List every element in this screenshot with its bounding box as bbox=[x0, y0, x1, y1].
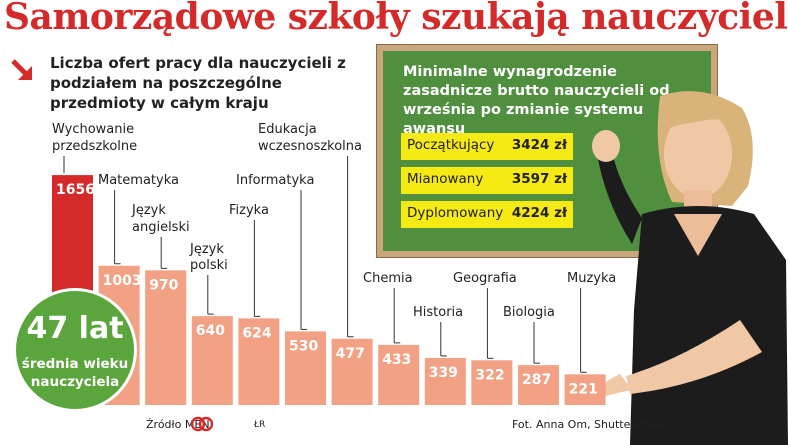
category-label: Matematyka bbox=[98, 173, 179, 188]
bar-value-label: 433 bbox=[382, 352, 411, 368]
category-label: Wychowanie bbox=[52, 122, 134, 137]
salary-value: 3597 zł bbox=[511, 171, 567, 187]
bar-value-label: 640 bbox=[196, 323, 225, 339]
bar-value-label: 624 bbox=[242, 325, 271, 341]
bar-value-label: 339 bbox=[429, 365, 458, 381]
salary-row: Mianowany 3597 zł bbox=[401, 167, 573, 194]
category-label: wczesnoszkolna bbox=[258, 139, 362, 154]
bar-value-label: 1003 bbox=[103, 273, 142, 289]
average-age-badge: 47 lat średnia wieku nauczyciela bbox=[13, 288, 137, 412]
category-label: angielski bbox=[132, 220, 190, 235]
teacher-illustration bbox=[592, 91, 788, 445]
arrow-down-right-icon bbox=[11, 59, 32, 80]
headline: Samorządowe szkoły szukają nauczycieli bbox=[4, 0, 788, 38]
category-label: Biologia bbox=[503, 305, 555, 320]
bar-5 bbox=[238, 318, 280, 405]
category-label: Język bbox=[189, 242, 224, 257]
average-age-value: 47 lat bbox=[26, 311, 124, 346]
bar-3 bbox=[145, 270, 187, 405]
category-label: Muzyka bbox=[567, 271, 616, 286]
bar-12 bbox=[564, 374, 606, 405]
category-label: przedszkolne bbox=[52, 139, 137, 154]
salary-title: Minimalne wynagrodzenie zasadnicze brutt… bbox=[403, 64, 670, 137]
salary-row: Początkujący 3424 zł bbox=[401, 133, 573, 160]
cp-logo-icon bbox=[191, 416, 213, 432]
salary-value: 3424 zł bbox=[511, 137, 567, 153]
bar-7 bbox=[331, 338, 373, 405]
bar-value-label: 221 bbox=[569, 381, 598, 397]
bar-value-label: 477 bbox=[336, 346, 365, 362]
category-label: Język bbox=[131, 203, 166, 218]
bar-value-label: 287 bbox=[522, 372, 551, 388]
salary-label: Mianowany bbox=[407, 171, 484, 187]
bar-value-label: 970 bbox=[149, 277, 178, 293]
salary-label: Początkujący bbox=[407, 137, 495, 153]
bar-9 bbox=[424, 357, 466, 405]
salary-row: Dyplomowany 4224 zł bbox=[401, 201, 573, 228]
photo-credit: Fot. Anna Om, Shutterstock bbox=[512, 418, 665, 431]
category-label: Chemia bbox=[363, 271, 413, 286]
salary-value: 4224 zł bbox=[511, 205, 567, 221]
average-age-label: średnia wieku nauczyciela bbox=[21, 356, 129, 390]
category-label: Fizyka bbox=[229, 203, 269, 218]
bar-4 bbox=[191, 316, 233, 405]
salary-label: Dyplomowany bbox=[407, 205, 504, 221]
bar-value-label: 322 bbox=[475, 367, 504, 383]
bar-6 bbox=[285, 331, 326, 405]
bar-value-label: 1656 bbox=[56, 182, 95, 198]
bar-8 bbox=[378, 344, 420, 405]
category-label: polski bbox=[190, 258, 228, 273]
category-label: Informatyka bbox=[236, 173, 314, 188]
bar-11 bbox=[518, 365, 559, 405]
chart-subtitle: Liczba ofert pracy dla nauczycieli z pod… bbox=[50, 54, 346, 112]
category-label: Edukacja bbox=[258, 122, 317, 137]
author-initials: ŁR bbox=[254, 420, 266, 430]
category-label: Historia bbox=[413, 305, 463, 320]
bar-10 bbox=[471, 360, 513, 405]
category-label: Geografia bbox=[453, 271, 517, 286]
bar-value-label: 530 bbox=[289, 338, 318, 354]
